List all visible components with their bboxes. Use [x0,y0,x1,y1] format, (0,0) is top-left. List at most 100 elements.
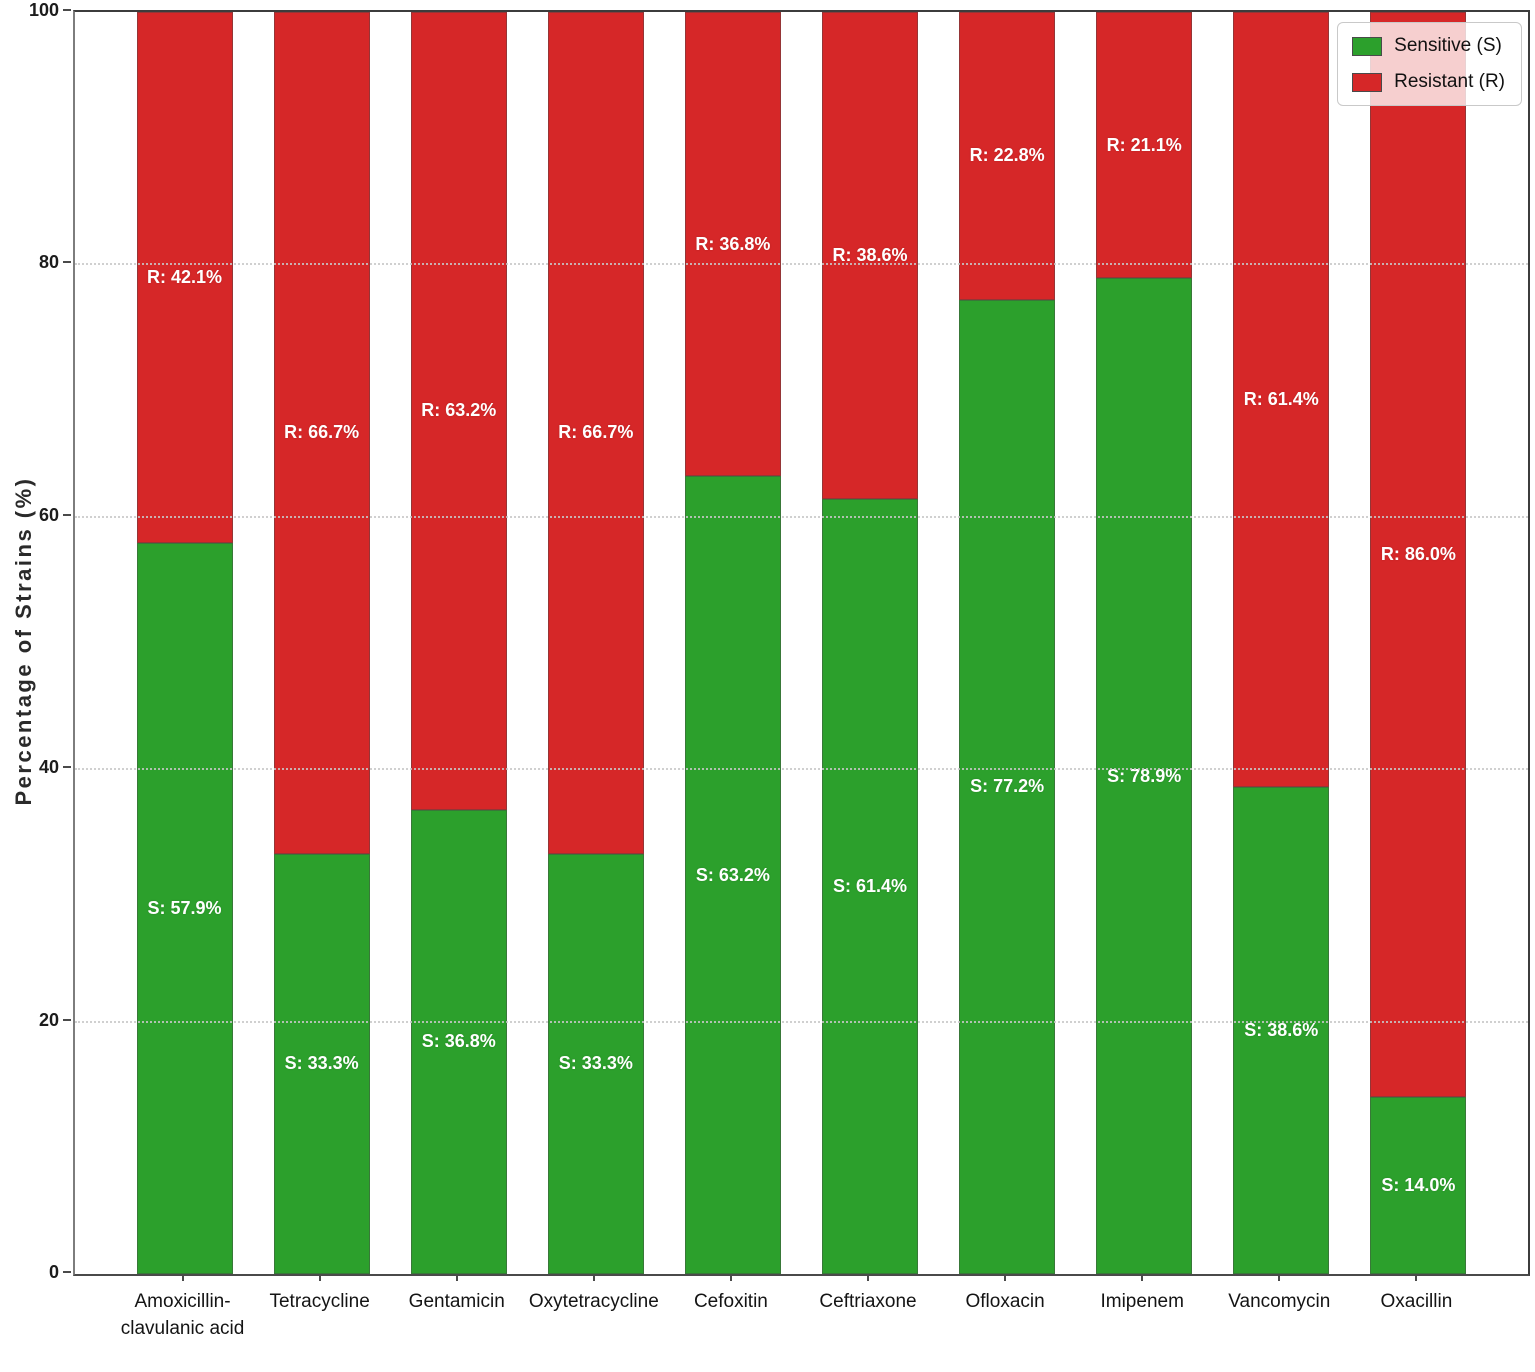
bar-segment-s: S: 78.9% [1096,278,1193,1274]
x-axis-labels: Amoxicillin- clavulanic acid Tetracycline… [73,1288,1526,1342]
bar-value-label: S: 38.6% [1244,1019,1319,1040]
x-tick-slot [388,1274,525,1283]
bar-value-label: S: 61.4% [832,876,908,897]
bar-value-label: S: 63.2% [695,864,770,885]
x-tick-slot [662,1274,799,1283]
x-tick-mark [1141,1274,1144,1281]
x-tick-slot [114,1274,251,1283]
legend-label: Sensitive (S) [1394,35,1502,56]
legend-swatch-r [1352,72,1383,92]
bar-slot: R: 61.4% S: 38.6% [1213,12,1350,1274]
bar-value-label: S: 77.2% [970,776,1045,797]
bar-group: R: 66.7% S: 33.3% [273,12,370,1274]
bar-value-label: R: 36.8% [695,233,771,254]
bar-slot: R: 42.1% S: 57.9% [116,12,253,1274]
bar-group: R: 66.7% S: 33.3% [547,12,644,1274]
x-tick-label: Ceftriaxone [819,1291,917,1312]
x-tick-mark [729,1274,732,1281]
x-tick-label: Amoxicillin- clavulanic acid [120,1291,245,1339]
legend-swatch-s [1352,36,1383,56]
y-tick-mark [63,1271,71,1273]
x-tick-label: Ofloxacin [965,1291,1045,1312]
bar-group: R: 86.0% S: 14.0% [1370,12,1467,1274]
bar-segment-r: R: 42.1% [136,12,233,544]
bar-slot: R: 36.8% S: 63.2% [664,12,801,1274]
bar-segment-s: S: 57.9% [136,543,233,1274]
bar-group: R: 21.1% S: 78.9% [1096,12,1193,1274]
gridline [75,263,1528,266]
legend-item: Sensitive (S) [1352,35,1505,57]
bar-segment-r: R: 61.4% [1233,12,1330,787]
bar-slot: R: 22.8% S: 77.2% [939,12,1076,1274]
y-tick-label: 40 [38,757,59,778]
bar-value-label: R: 22.8% [969,145,1045,166]
y-tick-mark [63,513,71,516]
x-tick-mark [1415,1274,1418,1281]
bar-value-label: R: 63.2% [421,400,497,421]
bar-slot: R: 86.0% S: 14.0% [1350,12,1487,1274]
x-tick-slot [1348,1274,1485,1283]
x-tick-slot [251,1274,388,1283]
bar-segment-r: R: 36.8% [684,12,781,477]
bar-segment-s: S: 63.2% [684,476,781,1274]
x-tick-label: Imipenem [1100,1291,1184,1312]
x-tick-slot [1074,1274,1211,1283]
bar-value-label: R: 61.4% [1243,388,1319,409]
y-axis-title: Percentage of Strains (%) [11,476,36,806]
bar-segment-s: S: 33.3% [547,853,644,1274]
y-tick-label: 100 [28,0,59,20]
bar-group: R: 36.8% S: 63.2% [684,12,781,1274]
bar-segment-r: R: 21.1% [1096,12,1193,279]
bar-value-label: R: 66.7% [558,422,634,443]
x-tick-label: Tetracycline [269,1291,370,1312]
x-tick-mark [867,1274,870,1281]
plot-area: R: 42.1% S: 57.9% R: 66.7% S: 33.3% R: 63.2%… [73,10,1530,1276]
bar-group: R: 63.2% S: 36.8% [410,12,507,1274]
y-tick-mark [63,261,71,264]
bar-value-label: S: 14.0% [1381,1175,1456,1196]
bar-value-label: R: 42.1% [147,267,223,288]
x-tick-label: Oxytetracycline [528,1291,659,1312]
legend-label: Resistant (R) [1394,71,1505,92]
gridline [75,768,1528,771]
gridline [75,515,1528,518]
bar-segment-s: S: 33.3% [273,853,370,1274]
x-tick-mark [455,1274,458,1281]
x-tick-label: Oxacillin [1380,1291,1453,1312]
x-tick-mark [1278,1274,1281,1281]
bar-segment-r: R: 66.7% [547,12,644,854]
bar-segment-s: S: 36.8% [410,809,507,1274]
bar-group: R: 22.8% S: 77.2% [959,12,1056,1274]
bar-slot: R: 66.7% S: 33.3% [527,12,664,1274]
bar-segment-s: S: 38.6% [1233,786,1330,1274]
bars-container: R: 42.1% S: 57.9% R: 66.7% S: 33.3% R: 63.2%… [75,12,1528,1274]
bar-slot: R: 66.7% S: 33.3% [253,12,390,1274]
bar-value-label: S: 36.8% [421,1031,496,1052]
bar-value-label: S: 57.9% [147,898,222,919]
x-tick-slot [937,1274,1074,1283]
bar-value-label: R: 38.6% [832,245,908,266]
bar-group: R: 61.4% S: 38.6% [1233,12,1330,1274]
x-tick-slot [525,1274,662,1283]
legend: Sensitive (S) Resistant (R) [1337,22,1522,106]
x-tick-mark [318,1274,321,1281]
x-tick-marks [73,1274,1526,1283]
x-tick-label: Cefoxitin [693,1291,768,1312]
bar-slot: R: 63.2% S: 36.8% [390,12,527,1274]
bar-value-label: S: 33.3% [284,1053,359,1074]
bar-segment-r: R: 38.6% [822,12,919,500]
bar-value-label: R: 66.7% [284,422,360,443]
bar-value-label: S: 33.3% [558,1053,633,1074]
gridline [75,1020,1528,1023]
bar-value-label: R: 86.0% [1380,544,1456,565]
bar-slot: R: 38.6% S: 61.4% [801,12,938,1274]
x-tick-mark [1004,1274,1007,1281]
bar-group: R: 38.6% S: 61.4% [822,12,919,1274]
bar-segment-s: S: 61.4% [822,499,919,1274]
y-tick-label: 60 [38,504,59,525]
y-tick-mark [63,766,71,769]
bar-segment-s: S: 14.0% [1370,1097,1467,1274]
bar-value-label: S: 78.9% [1107,765,1182,786]
bar-slot: R: 21.1% S: 78.9% [1076,12,1213,1274]
